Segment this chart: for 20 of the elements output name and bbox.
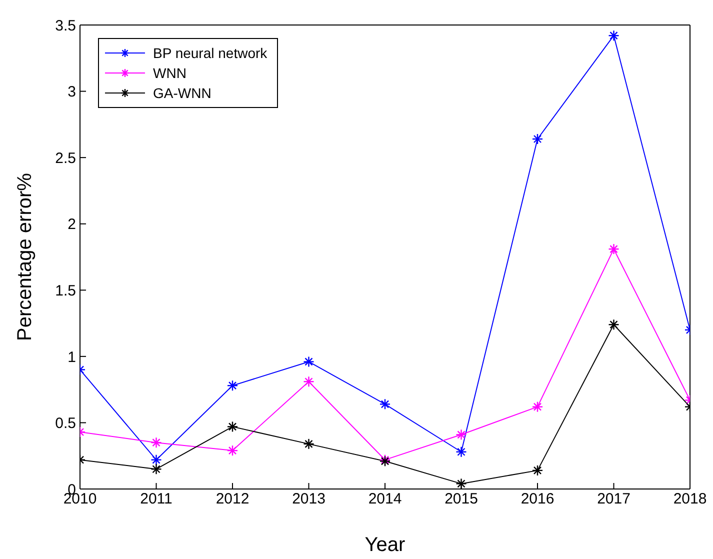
- y-tick-label: 2.5: [55, 150, 76, 167]
- legend-label: BP neural network: [153, 45, 268, 61]
- x-tick-label: 2011: [140, 490, 172, 508]
- y-tick-label: 1.5: [55, 282, 76, 300]
- y-tick-label: 0.5: [55, 415, 76, 432]
- x-tick-label: 2018: [673, 490, 707, 508]
- y-tick-label: 3: [68, 84, 76, 101]
- x-tick-label: 2016: [520, 490, 554, 508]
- x-tick-label: 2015: [444, 490, 478, 508]
- legend-label: GA-WNN: [153, 85, 212, 101]
- y-tick-label: 1: [68, 348, 76, 366]
- x-tick-label: 2013: [292, 490, 326, 508]
- x-tick-label: 2014: [368, 490, 402, 508]
- x-tick-label: 2012: [216, 490, 250, 508]
- legend-label: WNN: [153, 65, 186, 81]
- y-tick-label: 2: [68, 216, 76, 234]
- x-tick-label: 2017: [597, 490, 630, 508]
- x-axis-title: Year: [364, 534, 406, 556]
- y-axis-title: Percentage error%: [14, 172, 36, 341]
- y-tick-label: 3.5: [55, 17, 76, 34]
